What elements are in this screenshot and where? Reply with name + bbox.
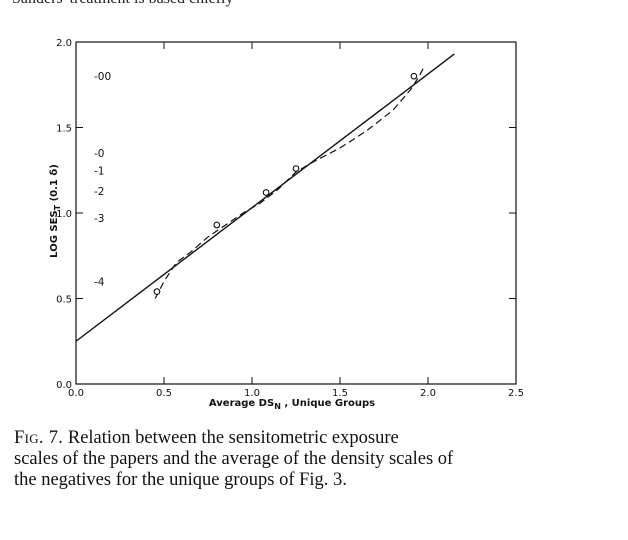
y-axis-label: LOG SEST (0.1 δ) [49, 164, 62, 258]
caption-line-2: scales of the papers and the average of … [14, 449, 454, 469]
x-tick-label: 1.5 [332, 388, 348, 399]
x-tick-label: 0.5 [156, 388, 172, 399]
y-tick-label: 0.0 [56, 380, 72, 391]
scale-label: -0 [94, 148, 104, 160]
scale-label: -3 [94, 213, 104, 225]
x-tick-label: 0.0 [68, 388, 84, 399]
data-point [292, 165, 300, 172]
y-tick-label: 0.5 [56, 295, 72, 306]
data-point [213, 221, 221, 229]
figure-caption: Fig. 7. Relation between the sensitometr… [14, 428, 574, 491]
caption-line-3: the negatives for the unique groups of F… [14, 470, 347, 490]
x-tick-label: 2.0 [420, 388, 436, 399]
scale-label: -1 [94, 165, 104, 177]
plot-frame [75, 41, 517, 385]
data-point [153, 288, 161, 296]
figure-number: Fig. 7. [14, 428, 64, 448]
y-tick-label: 1.0 [56, 209, 72, 220]
data-point [410, 72, 418, 80]
y-tick-label: 2.0 [56, 38, 72, 49]
chart: 0.0 0.5 1.0 1.5 2.0 2.5 0.0 0.5 1.0 1.5 2.0 -00 -0 -… [49, 38, 524, 411]
x-tick-label: 2.5 [508, 388, 524, 399]
caption-line-1: Relation between the sensitometric expos… [67, 428, 399, 448]
x-tick-label: 1.0 [244, 388, 260, 399]
scale-label: -2 [94, 186, 104, 198]
fit-line [75, 53, 455, 342]
data-point [262, 189, 270, 196]
dashed-curve [154, 65, 426, 299]
page-header-fragment: Sanders' treatment is based chiefly [12, 0, 233, 8]
y-tick-label: 1.5 [56, 124, 72, 135]
scale-label: -4 [94, 276, 105, 288]
scale-label: -00 [94, 71, 111, 83]
x-axis-label: Average DSN , Unique Groups [209, 398, 375, 411]
